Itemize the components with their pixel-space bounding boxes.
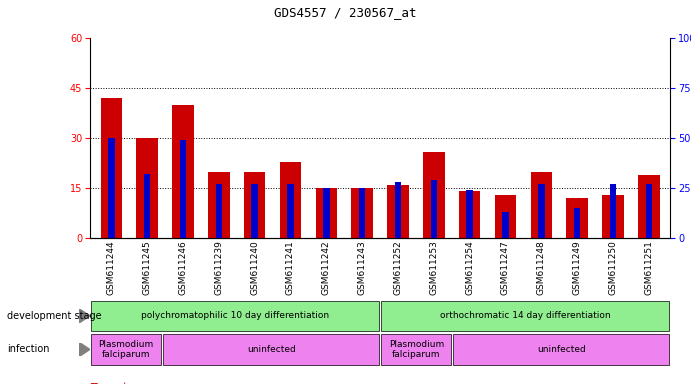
Bar: [453, 334, 669, 365]
Text: uninfected: uninfected: [247, 345, 296, 354]
Text: GSM611250: GSM611250: [609, 240, 618, 295]
Bar: [252, 184, 258, 238]
Text: ■ count: ■ count: [90, 382, 127, 384]
Bar: [381, 301, 669, 331]
Bar: [91, 334, 161, 365]
Bar: [645, 184, 652, 238]
Bar: [163, 334, 379, 365]
Text: orthochromatic 14 day differentiation: orthochromatic 14 day differentiation: [440, 311, 610, 320]
Text: GSM611254: GSM611254: [465, 240, 474, 295]
Bar: [395, 182, 401, 238]
Polygon shape: [79, 343, 90, 356]
Bar: [172, 105, 193, 238]
Bar: [381, 334, 451, 365]
Bar: [108, 138, 115, 238]
Text: GSM611253: GSM611253: [429, 240, 438, 295]
Text: GSM611245: GSM611245: [142, 240, 151, 295]
Bar: [538, 184, 545, 238]
Bar: [101, 98, 122, 238]
Bar: [216, 184, 222, 238]
Bar: [244, 172, 265, 238]
Bar: [316, 188, 337, 238]
Bar: [323, 188, 330, 238]
Bar: [430, 180, 437, 238]
Text: GSM611251: GSM611251: [644, 240, 653, 295]
Text: polychromatophilic 10 day differentiation: polychromatophilic 10 day differentiatio…: [141, 311, 329, 320]
Bar: [136, 138, 158, 238]
Polygon shape: [79, 309, 90, 323]
Text: Plasmodium
falciparum: Plasmodium falciparum: [99, 340, 153, 359]
Text: infection: infection: [7, 344, 50, 354]
Text: GSM611249: GSM611249: [573, 240, 582, 295]
Bar: [91, 301, 379, 331]
Text: GSM611247: GSM611247: [501, 240, 510, 295]
Text: GSM611246: GSM611246: [178, 240, 187, 295]
Text: development stage: development stage: [7, 311, 102, 321]
Bar: [567, 198, 588, 238]
Text: GDS4557 / 230567_at: GDS4557 / 230567_at: [274, 6, 417, 19]
Bar: [423, 152, 444, 238]
Bar: [466, 190, 473, 238]
Bar: [180, 140, 186, 238]
Bar: [574, 208, 580, 238]
Bar: [352, 188, 373, 238]
Bar: [387, 185, 408, 238]
Bar: [359, 188, 366, 238]
Bar: [144, 174, 151, 238]
Bar: [609, 184, 616, 238]
Bar: [502, 212, 509, 238]
Text: GSM611242: GSM611242: [322, 240, 331, 295]
Text: GSM611248: GSM611248: [537, 240, 546, 295]
Bar: [495, 195, 516, 238]
Text: uninfected: uninfected: [537, 345, 586, 354]
Bar: [459, 192, 480, 238]
Text: GSM611244: GSM611244: [107, 240, 116, 295]
Text: GSM611239: GSM611239: [214, 240, 223, 295]
Bar: [638, 175, 659, 238]
Bar: [531, 172, 552, 238]
Bar: [280, 162, 301, 238]
Text: GSM611240: GSM611240: [250, 240, 259, 295]
Bar: [208, 172, 229, 238]
Text: Plasmodium
falciparum: Plasmodium falciparum: [389, 340, 444, 359]
Text: GSM611241: GSM611241: [286, 240, 295, 295]
Text: GSM611252: GSM611252: [393, 240, 402, 295]
Bar: [287, 184, 294, 238]
Text: GSM611243: GSM611243: [358, 240, 367, 295]
Bar: [602, 195, 624, 238]
